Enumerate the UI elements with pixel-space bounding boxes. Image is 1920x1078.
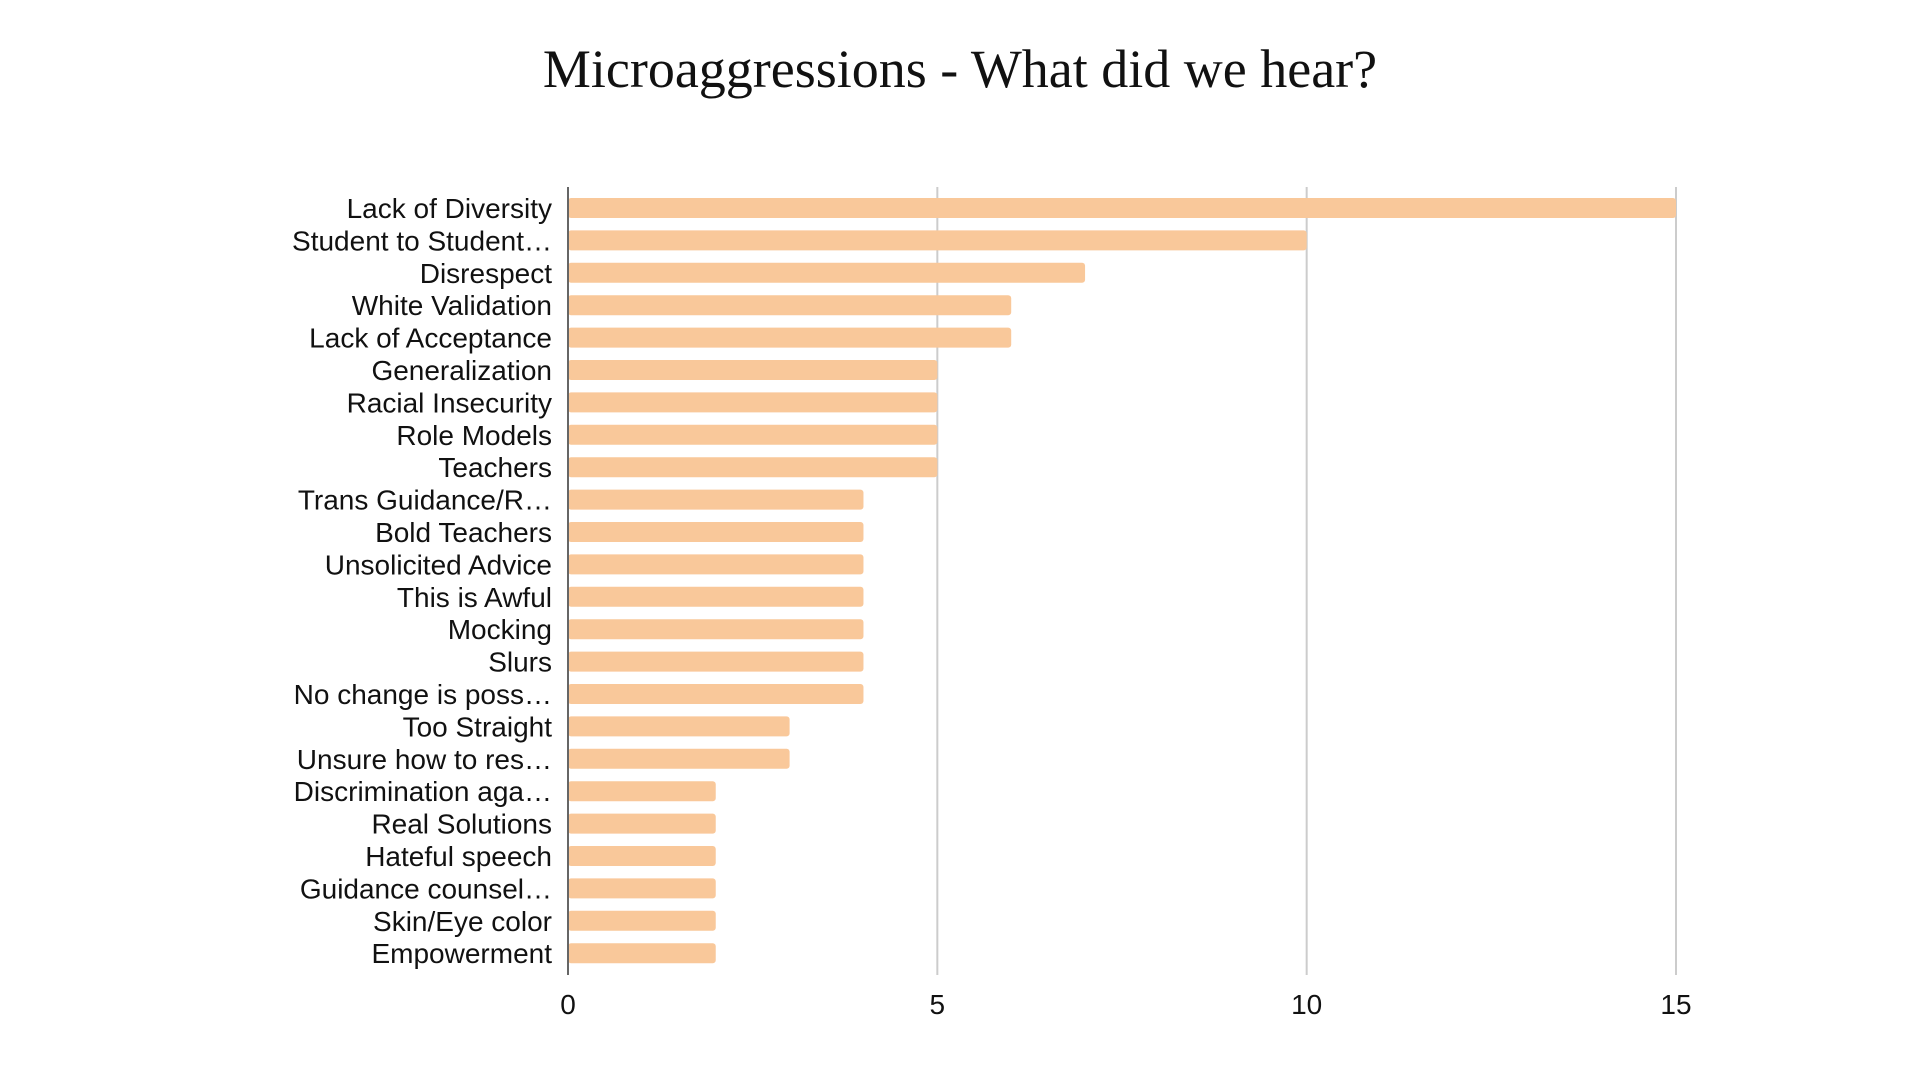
bar	[568, 457, 938, 478]
category-label: This is Awful	[397, 582, 552, 613]
bar	[568, 198, 1676, 218]
bar	[568, 489, 864, 510]
bar	[568, 716, 790, 737]
bar	[568, 684, 864, 704]
bar	[568, 878, 716, 899]
category-label: Student to Student…	[292, 225, 552, 256]
category-label: Bold Teachers	[375, 517, 552, 548]
category-label: Skin/Eye color	[373, 906, 552, 937]
bar	[568, 360, 938, 380]
x-tick-label: 0	[560, 989, 576, 1020]
bar	[568, 846, 716, 866]
x-tick-label: 15	[1660, 989, 1691, 1020]
bar	[568, 748, 790, 769]
bar	[568, 943, 716, 964]
bar	[568, 554, 864, 575]
category-label: Slurs	[488, 647, 552, 678]
category-label: Racial Insecurity	[347, 387, 552, 418]
bar	[568, 262, 1086, 283]
bar	[568, 295, 1012, 316]
bar	[568, 327, 1012, 348]
category-label: Guidance counsel…	[300, 873, 552, 904]
bar	[568, 619, 864, 640]
bar	[568, 910, 716, 931]
category-label: White Validation	[352, 290, 552, 321]
bar	[568, 230, 1307, 251]
bar	[568, 651, 864, 672]
category-label: Teachers	[438, 452, 552, 483]
gridlines	[936, 187, 1677, 975]
category-label: Trans Guidance/R…	[298, 485, 552, 516]
category-label: Unsolicited Advice	[325, 549, 552, 580]
category-label: Real Solutions	[371, 809, 552, 840]
category-label: Empowerment	[371, 938, 552, 969]
category-label: Unsure how to res…	[297, 744, 552, 775]
bar	[568, 813, 716, 834]
bars	[568, 198, 1676, 964]
x-tick-label: 5	[930, 989, 946, 1020]
bar	[568, 781, 716, 802]
category-label: Too Straight	[403, 711, 553, 742]
bar	[568, 586, 864, 607]
bar	[568, 392, 938, 413]
bar	[568, 424, 938, 445]
x-tick-labels: 0 5 10 15	[560, 989, 1691, 1020]
category-label: Hateful speech	[365, 841, 552, 872]
category-label: Role Models	[396, 420, 552, 451]
category-label: Lack of Diversity	[347, 193, 552, 224]
category-label: Mocking	[448, 614, 552, 645]
category-label: Lack of Acceptance	[309, 323, 552, 354]
category-label: No change is poss…	[294, 679, 552, 710]
chart-title: Microaggressions - What did we hear?	[542, 39, 1378, 99]
x-tick-label: 10	[1291, 989, 1322, 1020]
category-label: Generalization	[371, 355, 552, 386]
bar	[568, 522, 864, 542]
category-label: Discrimination aga…	[294, 776, 552, 807]
category-label: Disrespect	[420, 258, 552, 289]
